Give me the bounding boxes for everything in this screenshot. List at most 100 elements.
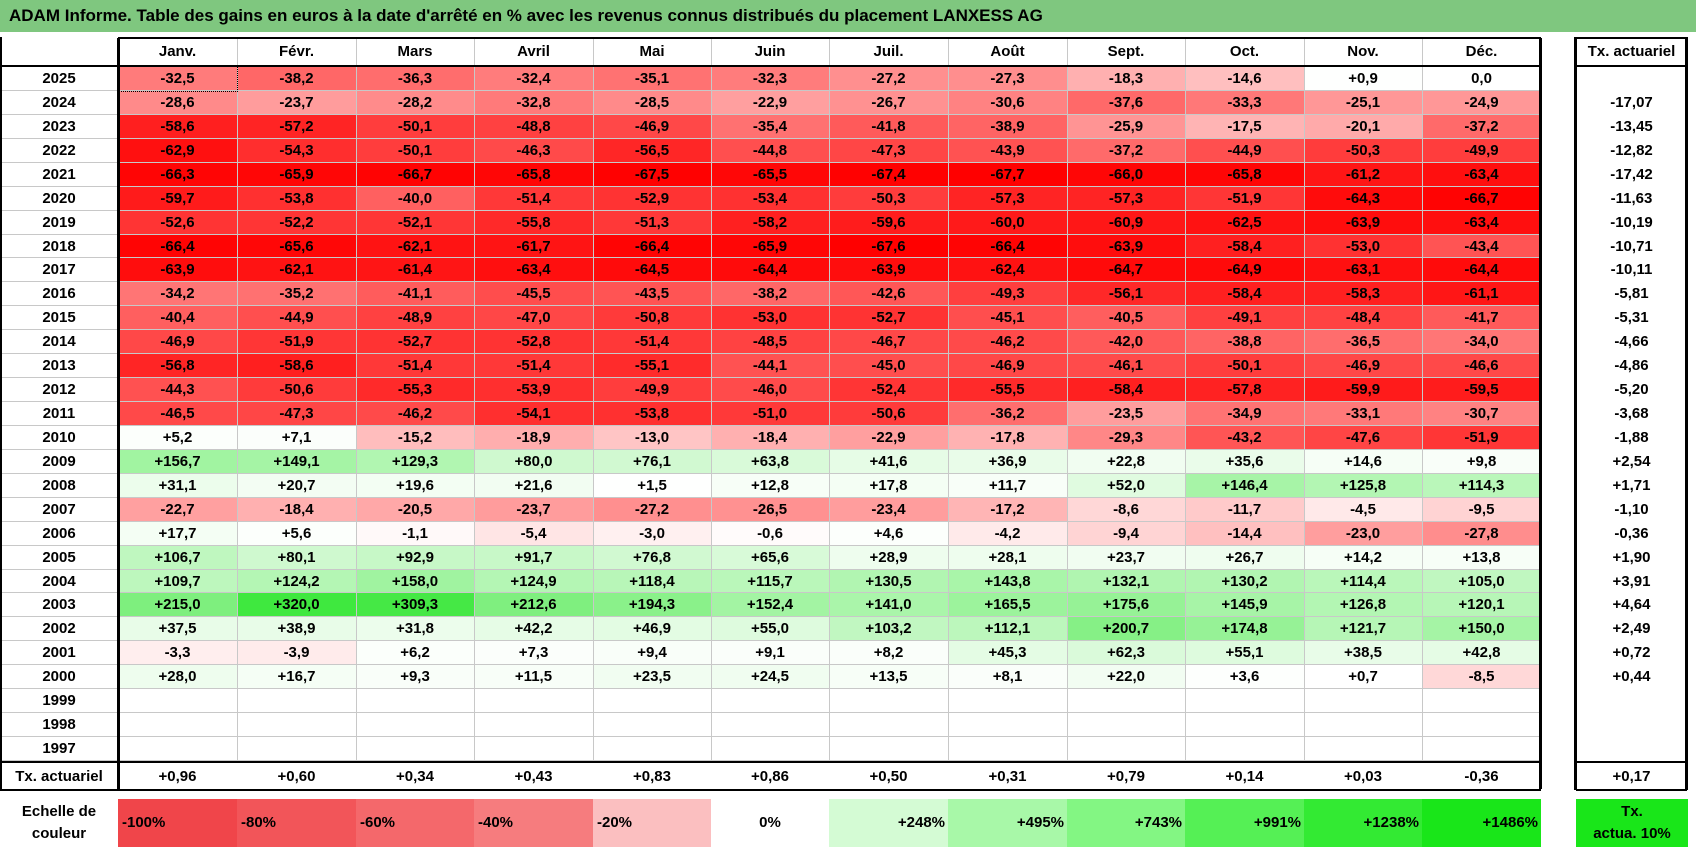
year-label: 2000 — [42, 668, 76, 686]
gain-cell: -41,1 — [356, 282, 474, 307]
gain-cell: -55,5 — [948, 378, 1067, 402]
gain-cell — [711, 713, 829, 738]
gain-cell: -51,4 — [356, 354, 474, 379]
gain-cell — [1185, 737, 1304, 761]
year-label: 2022 — [42, 141, 76, 159]
gain-cell: +150,0 — [1422, 617, 1541, 642]
actuarial-rate — [1576, 713, 1687, 737]
gain-cell: -54,3 — [237, 138, 356, 163]
gain-cell: -26,7 — [829, 90, 948, 115]
gain-cell: -53,0 — [1304, 234, 1422, 259]
gain-cell: -66,7 — [356, 162, 474, 187]
actuarial-rate — [1576, 67, 1687, 91]
gain-cell: -52,9 — [593, 186, 711, 211]
border-line — [118, 37, 1541, 39]
grid-hline — [0, 688, 118, 689]
gain-cell: -43,9 — [948, 138, 1067, 163]
gain-cell: -66,4 — [948, 234, 1067, 259]
gain-cell: +200,7 — [1067, 617, 1185, 642]
gain-cell: -66,4 — [118, 234, 237, 259]
gain-cell: -67,6 — [829, 234, 948, 259]
gain-cell: -58,6 — [237, 354, 356, 379]
gain-cell: -50,6 — [237, 378, 356, 402]
gain-cell: -62,1 — [237, 258, 356, 283]
border-line — [1576, 65, 1687, 67]
gain-cell: +1,5 — [593, 473, 711, 498]
gain-cell: -64,3 — [1304, 186, 1422, 211]
year-label: 2016 — [42, 285, 76, 303]
grid-vline — [1185, 38, 1186, 761]
month-header-7: Juil. — [873, 43, 904, 60]
gain-cell: -50,3 — [829, 186, 948, 211]
gain-cell: -52,1 — [356, 210, 474, 235]
gain-cell: -0,6 — [711, 521, 829, 546]
gain-cell: -20,1 — [1304, 114, 1422, 139]
grid-hline — [0, 210, 118, 211]
grid-hline — [0, 712, 118, 713]
year-label: 1998 — [42, 716, 76, 734]
gain-cell: +5,6 — [237, 521, 356, 546]
gain-cell: +174,8 — [1185, 617, 1304, 642]
gain-cell: -49,3 — [948, 282, 1067, 307]
grid-vline — [474, 38, 475, 761]
border-line — [0, 65, 1541, 67]
year-label: 2023 — [42, 117, 76, 135]
gain-cell: -40,4 — [118, 306, 237, 331]
gain-cell: -36,5 — [1304, 330, 1422, 355]
actuarial-rate — [1576, 689, 1687, 713]
gain-cell: +24,5 — [711, 665, 829, 690]
gain-cell: -46,3 — [474, 138, 593, 163]
grid-hline — [0, 425, 118, 426]
gain-cell: +145,9 — [1185, 593, 1304, 618]
year-label: 2015 — [42, 309, 76, 327]
gain-cell: -41,8 — [829, 114, 948, 139]
gain-cell: -58,4 — [1185, 234, 1304, 259]
footer-rate: +0,96 — [158, 768, 197, 785]
gain-cell: +6,2 — [356, 641, 474, 666]
gain-cell: -17,5 — [1185, 114, 1304, 139]
grid-vline — [829, 38, 830, 761]
gain-cell: -48,5 — [711, 330, 829, 355]
gain-cell: +41,6 — [829, 449, 948, 474]
actuarial-rate: -4,66 — [1614, 333, 1649, 351]
gain-cell: +46,9 — [593, 617, 711, 642]
gain-cell: -63,9 — [1067, 234, 1185, 259]
gain-cell: -47,0 — [474, 306, 593, 331]
gain-cell: +23,5 — [593, 665, 711, 690]
month-header-5: Mai — [639, 43, 665, 60]
legend-swatch: -20% — [593, 799, 711, 847]
gain-cell: +309,3 — [356, 593, 474, 618]
grid-hline — [0, 497, 118, 498]
gain-cell: +22,0 — [1067, 665, 1185, 690]
gain-cell: -17,8 — [948, 425, 1067, 450]
gain-cell: -50,8 — [593, 306, 711, 331]
year-label: 2001 — [42, 644, 76, 662]
border-line — [1576, 789, 1687, 791]
gain-cell — [1422, 689, 1541, 714]
gain-cell: -48,8 — [474, 114, 593, 139]
grid-hline — [0, 760, 118, 761]
legend-label-line1: Echelle de — [21, 803, 97, 820]
gain-cell: -66,4 — [593, 234, 711, 259]
actuarial-header: Tx. actuariel — [1587, 43, 1676, 60]
gain-cell: -61,4 — [356, 258, 474, 283]
gain-cell: +7,3 — [474, 641, 593, 666]
year-label: 2003 — [42, 596, 76, 614]
grid-hline — [0, 305, 118, 306]
actuarial-rate: -13,45 — [1610, 117, 1653, 135]
gain-cell: -40,5 — [1067, 306, 1185, 331]
month-header-1: Janv. — [158, 43, 197, 60]
footer-label: Tx. actuariel — [15, 768, 103, 785]
gain-cell: -63,4 — [1422, 210, 1541, 235]
gain-cell: +22,8 — [1067, 449, 1185, 474]
gain-cell: -62,4 — [948, 258, 1067, 283]
gain-cell: -43,5 — [593, 282, 711, 307]
gain-cell: +152,4 — [711, 593, 829, 618]
gain-cell: -54,1 — [474, 402, 593, 426]
gain-cell: -44,1 — [711, 354, 829, 379]
footer-rate: +0,50 — [869, 768, 908, 785]
gain-cell: -67,5 — [593, 162, 711, 187]
gain-cell: +52,0 — [1067, 473, 1185, 498]
gain-cell: -57,8 — [1185, 378, 1304, 402]
gain-cell: -65,5 — [711, 162, 829, 187]
